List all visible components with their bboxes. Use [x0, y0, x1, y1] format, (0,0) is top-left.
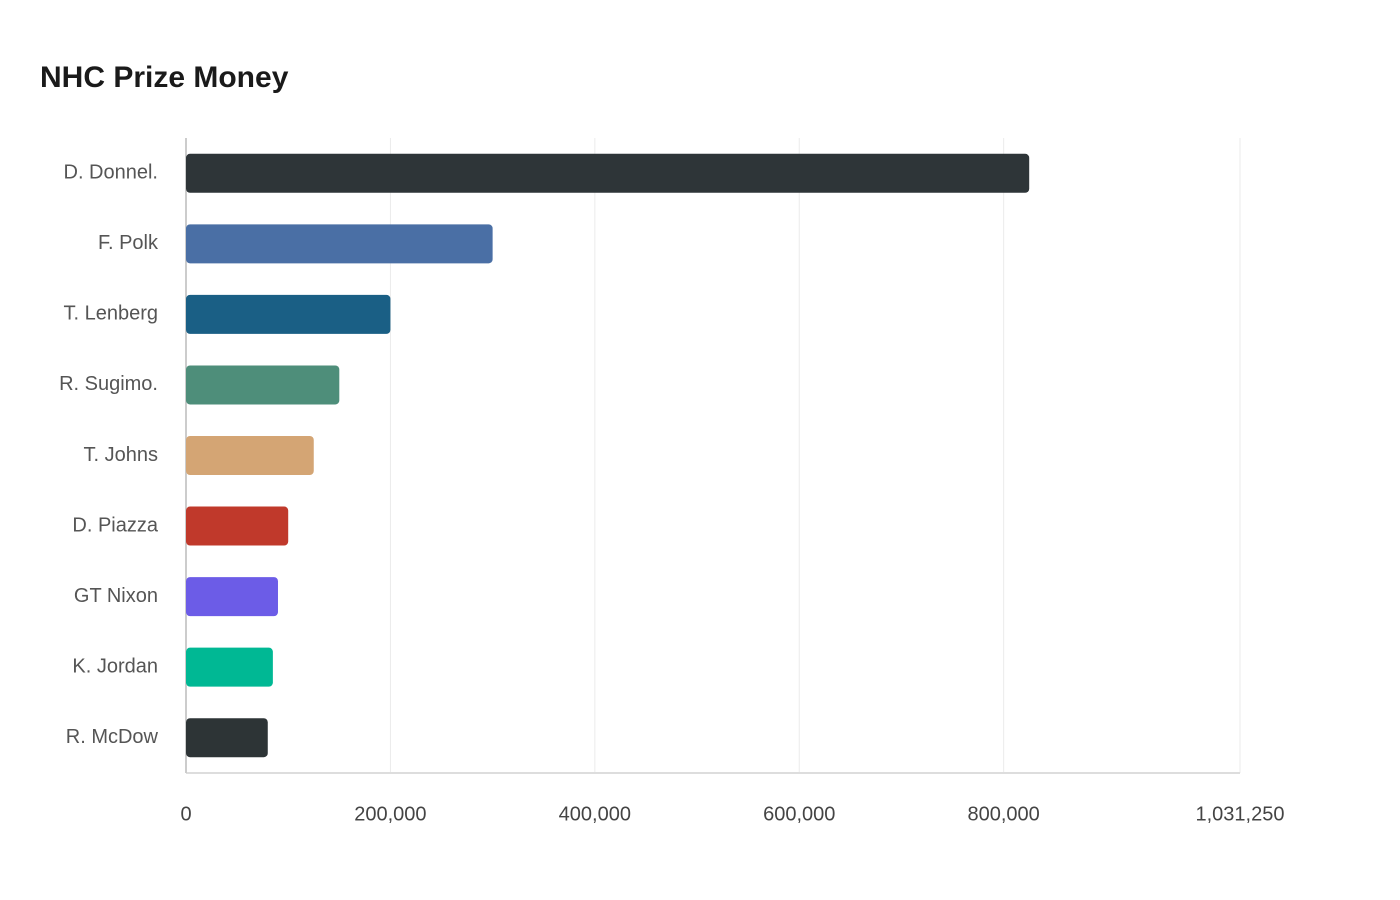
x-tick-label: 800,000 — [968, 803, 1040, 825]
bar — [186, 436, 314, 475]
y-tick-label: F. Polk — [98, 232, 159, 254]
bar — [186, 506, 289, 546]
chart-title: NHC Prize Money — [40, 61, 289, 94]
y-tick-label: K. Jordan — [72, 655, 158, 677]
y-tick-label: GT Nixon — [74, 585, 158, 607]
x-tick-label: 200,000 — [354, 803, 426, 825]
y-tick-label: R. Sugimo. — [59, 373, 158, 395]
bar — [186, 647, 273, 687]
bar — [186, 294, 391, 334]
y-tick-label: D. Donnel. — [64, 162, 159, 184]
x-tick-label: 0 — [180, 803, 191, 825]
y-tick-label: T. Johns — [84, 444, 158, 466]
bar — [186, 577, 278, 617]
bar — [186, 153, 1030, 193]
bar — [186, 365, 340, 405]
bar — [186, 718, 268, 758]
y-tick-label: T. Lenberg — [63, 303, 158, 325]
x-tick-label: 600,000 — [763, 803, 835, 825]
y-tick-label: D. Piazza — [72, 514, 158, 536]
y-tick-label: R. McDow — [66, 726, 159, 748]
x-tick-label: 1,031,250 — [1196, 803, 1285, 825]
bar — [186, 224, 493, 264]
x-tick-label: 400,000 — [559, 803, 631, 825]
